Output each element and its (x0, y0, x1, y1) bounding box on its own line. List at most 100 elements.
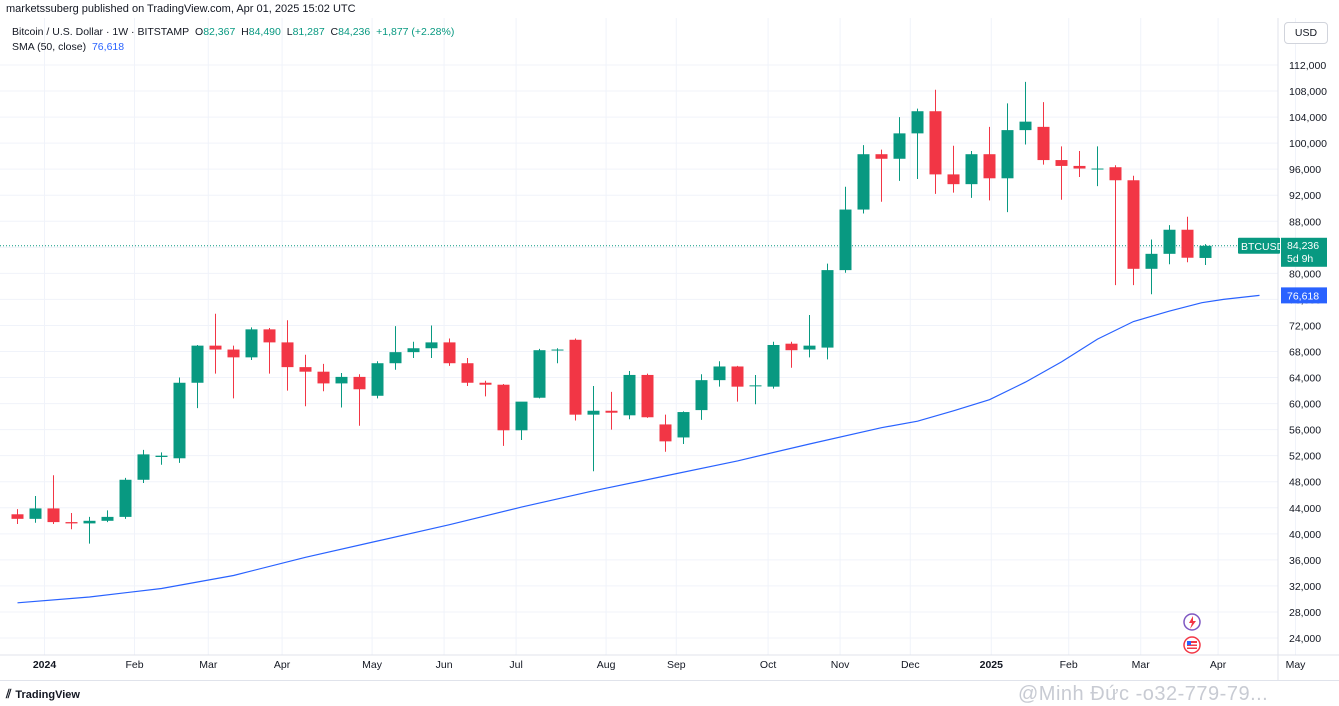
candle-body (569, 339, 582, 415)
candle-body (1019, 121, 1032, 131)
candle-body (317, 371, 330, 384)
candle-body (623, 374, 636, 416)
candle (191, 344, 204, 409)
candle-body (443, 342, 456, 364)
candle (1145, 239, 1158, 295)
time-tick-label: Mar (199, 659, 218, 671)
candle (731, 365, 744, 402)
candle-body (497, 384, 510, 431)
price-tick-label: 88,000 (1289, 216, 1321, 228)
candle-body (533, 350, 546, 398)
candle (821, 263, 834, 360)
candle (299, 354, 312, 407)
price-tick-label: 56,000 (1289, 425, 1321, 437)
price-tick-label: 32,000 (1289, 581, 1321, 593)
candle (497, 384, 510, 446)
time-tick-label: Dec (901, 659, 920, 671)
candle (677, 411, 690, 444)
event-flag-stripes-icon (1187, 641, 1197, 649)
candle-body (605, 410, 618, 413)
legend-sma-label[interactable]: SMA (50, close) (12, 41, 87, 53)
candle-body (893, 133, 906, 159)
candle-body (1037, 126, 1050, 161)
candle (785, 341, 798, 368)
candle-body (1109, 167, 1122, 181)
candle (767, 341, 780, 389)
candle-body (803, 345, 816, 350)
candle-body (713, 366, 726, 381)
candle (119, 477, 132, 519)
candle-body (911, 111, 924, 134)
time-tick-label: Apr (274, 659, 291, 671)
candle-body (1091, 168, 1104, 170)
candle (353, 374, 366, 426)
candle (479, 380, 492, 397)
candle (29, 496, 42, 523)
candle-body (407, 348, 420, 353)
candle (83, 516, 96, 544)
candle (1019, 81, 1032, 145)
price-tag-bg (1281, 237, 1327, 267)
candle-body (353, 376, 366, 390)
legend-h-label: H (241, 26, 249, 38)
candle (101, 510, 114, 523)
sma-tag-bg (1281, 287, 1327, 304)
price-tick-label: 36,000 (1289, 555, 1321, 567)
candle-body (11, 514, 24, 519)
candle (155, 452, 168, 465)
legend-open-value: 82,367 (203, 26, 236, 38)
candle (983, 126, 996, 201)
candle-body (875, 154, 888, 159)
price-tick-label: 40,000 (1289, 529, 1321, 541)
candle-body (155, 455, 168, 457)
candle-body (209, 345, 222, 350)
candle (911, 108, 924, 179)
candle-body (1055, 160, 1068, 166)
symbol-tag-label: BTCUSD (1241, 241, 1285, 253)
candle (1001, 103, 1014, 213)
candle (371, 361, 384, 399)
candle-body (551, 349, 564, 351)
event-flag-stripe-icon (1187, 643, 1197, 645)
candle (803, 315, 816, 358)
price-tick-label: 104,000 (1289, 112, 1327, 124)
legend-low-value: 81,287 (292, 26, 325, 38)
time-tick-label: Feb (1060, 659, 1078, 671)
event-flag-canton-icon (1187, 641, 1191, 645)
candle (65, 512, 78, 530)
sma-tag-value: 76,618 (1287, 290, 1319, 302)
candle-body (461, 363, 474, 383)
sma-line (17, 294, 1260, 604)
footer: ⫽ TradingView @Minh Đức -o32-779-79... (0, 680, 1339, 706)
candle (1055, 146, 1068, 200)
candle (875, 149, 888, 202)
candle-body (227, 349, 240, 358)
candle (443, 338, 456, 366)
candle-body (929, 111, 942, 175)
candle (1127, 175, 1140, 286)
legend-symbol[interactable]: Bitcoin / U.S. Dollar · 1W · BITSTAMP (12, 26, 190, 38)
candle-body (767, 344, 780, 387)
time-tick-label: Sep (667, 659, 686, 671)
candle-body (173, 382, 186, 459)
candle-body (119, 479, 132, 517)
price-tick-label: 64,000 (1289, 373, 1321, 385)
candle (425, 325, 438, 359)
legend-row-sma: SMA (50, close) 76,618 (12, 40, 454, 55)
time-tick-label: Aug (597, 659, 616, 671)
candle-layer (11, 81, 1212, 544)
grid-layer (0, 18, 1296, 655)
tradingview-logo[interactable]: ⫽ TradingView (6, 687, 80, 702)
time-tick-label: Feb (125, 659, 143, 671)
legend-close-value: 84,236 (338, 26, 371, 38)
price-axis: 112,000 108,000 104,000 100,000 96,000 92,000… (1277, 18, 1327, 680)
candle (407, 341, 420, 359)
currency-button[interactable]: USD (1284, 22, 1328, 44)
candle (461, 358, 474, 387)
candle-body (515, 401, 528, 431)
price-chart[interactable]: 112,000 108,000 104,000 100,000 96,000 92,000… (0, 0, 1339, 680)
candle (533, 348, 546, 399)
candle-body (695, 380, 708, 411)
candle-body (785, 343, 798, 351)
candle (47, 475, 60, 525)
